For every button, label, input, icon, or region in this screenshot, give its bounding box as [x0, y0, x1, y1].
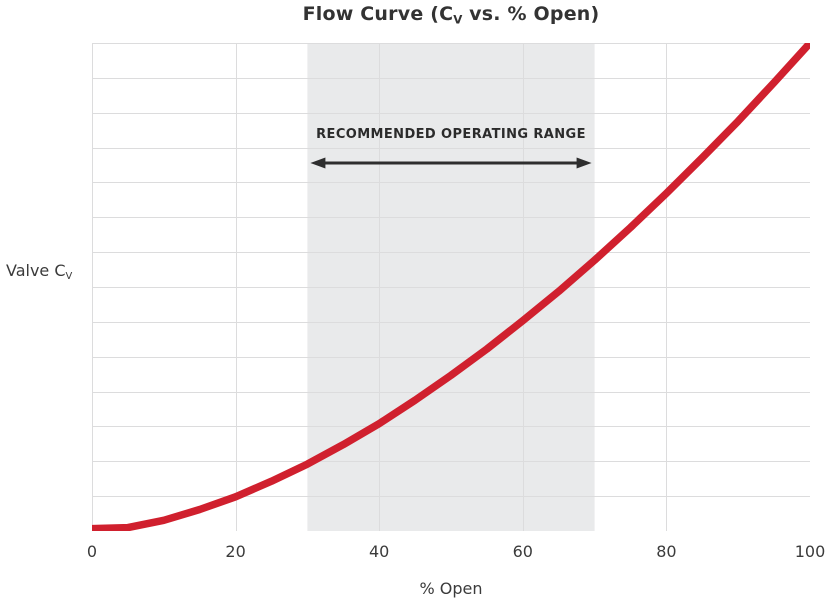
chart-title-suffix: vs. % Open) [462, 3, 600, 25]
chart-title-subscript: V [453, 12, 463, 27]
x-tick-label: 80 [656, 542, 677, 561]
flow-curve-canvas [92, 43, 810, 531]
y-axis-label: Valve CV [6, 261, 86, 282]
range-arrow-right-head [576, 157, 592, 169]
chart-title: Flow Curve (CV vs. % Open) [92, 3, 810, 26]
x-tick-label: 60 [512, 542, 533, 561]
flow-curve-line [92, 43, 810, 531]
x-tick-label: 20 [225, 542, 246, 561]
operating-range-label: RECOMMENDED OPERATING RANGE [316, 127, 586, 142]
x-tick-label: 40 [369, 542, 390, 561]
y-axis-label-text: Valve C [6, 261, 66, 280]
chart-title-text: Flow Curve (C [302, 3, 454, 25]
range-arrow-left-head [310, 157, 326, 169]
plot-area: RECOMMENDED OPERATING RANGE [92, 43, 810, 531]
x-axis-label: % Open [419, 579, 483, 598]
x-tick-label: 100 [794, 542, 826, 561]
x-tick-label: 0 [86, 542, 98, 561]
y-axis-label-subscript: V [65, 270, 73, 282]
